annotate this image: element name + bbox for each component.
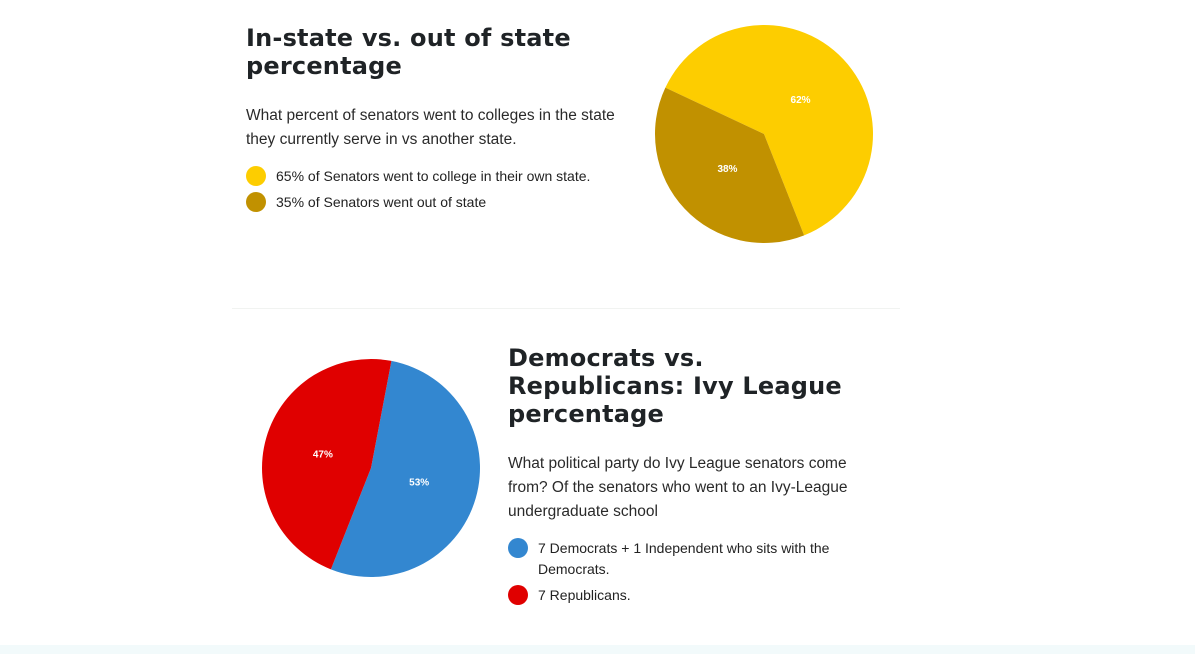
legend-item: 7 Republicans. <box>508 585 888 606</box>
section-description: What political party do Ivy League senat… <box>508 455 848 520</box>
pie-slice-label: 38% <box>717 164 737 175</box>
footer-band <box>0 645 1195 654</box>
pie-slice-democrats-independent <box>330 360 480 577</box>
section-description: What percent of senators went to college… <box>246 107 615 148</box>
pie-slice-republicans <box>261 359 392 570</box>
section-title: In-state vs. out of state percentage <box>246 24 571 80</box>
pie-chart-in-state: 62% 38% <box>655 24 873 243</box>
legend-swatch-republicans <box>508 585 528 605</box>
legend-swatch-out-of-state <box>246 192 266 212</box>
legend-label: 7 Democrats + 1 Independent who sits wit… <box>538 540 830 577</box>
text-block-party: Democrats vs. Republicans: Ivy League pe… <box>508 344 888 611</box>
section-party: 53% 47% Democrats vs. Republicans: Ivy Le… <box>0 310 1195 644</box>
legend-item: 65% of Senators went to college in their… <box>246 166 626 187</box>
section-title: Democrats vs. Republicans: Ivy League pe… <box>508 344 842 428</box>
pie-slice-in-state <box>665 24 873 236</box>
legend-label: 35% of Senators went out of state <box>276 194 487 210</box>
legend-label: 7 Republicans. <box>538 587 631 603</box>
legend-swatch-democrats <box>508 538 528 558</box>
pie-slice-label: 53% <box>409 477 429 488</box>
legend: 65% of Senators went to college in their… <box>246 166 626 213</box>
legend-swatch-in-state <box>246 166 266 186</box>
section-divider <box>232 308 900 309</box>
pie-slice-label: 47% <box>313 450 333 461</box>
legend-item: 35% of Senators went out of state <box>246 192 626 213</box>
legend: 7 Democrats + 1 Independent who sits wit… <box>508 538 888 606</box>
legend-label: 65% of Senators went to college in their… <box>276 168 591 184</box>
text-block-in-state: In-state vs. out of state percentage Wha… <box>246 24 626 218</box>
legend-item: 7 Democrats + 1 Independent who sits wit… <box>508 538 888 580</box>
pie-slice-label: 62% <box>791 95 811 106</box>
pie-chart-party: 53% 47% <box>261 359 480 577</box>
pie-slice-out-of-state <box>655 87 805 243</box>
section-in-state: In-state vs. out of state percentage Wha… <box>0 0 1195 308</box>
